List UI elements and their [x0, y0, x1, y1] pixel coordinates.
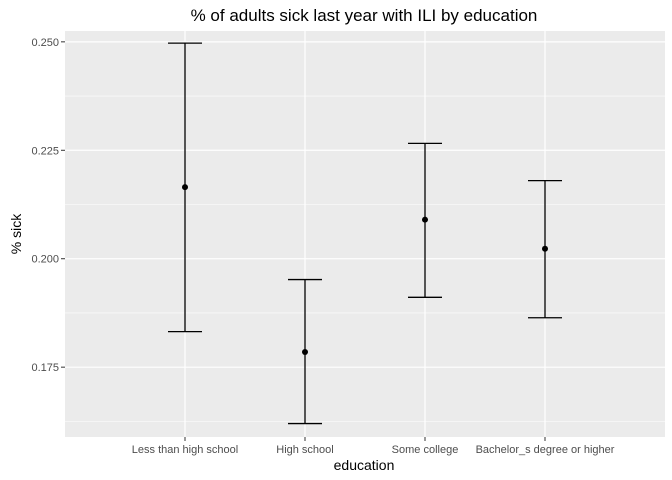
plot-panel: [65, 31, 665, 437]
chart-title: % of adults sick last year with ILI by e…: [191, 6, 538, 25]
mean-point: [182, 184, 188, 191]
y-tick-label: 0.200: [31, 254, 59, 266]
mean-point: [542, 245, 548, 252]
x-tick-label: Less than high school: [132, 444, 238, 456]
mean-point: [302, 348, 308, 355]
mean-point: [422, 216, 428, 223]
y-tick-label: 0.250: [31, 37, 59, 49]
x-axis: Less than high school High school Some col…: [132, 437, 615, 456]
x-axis-title: education: [334, 457, 395, 473]
x-tick-label: Some college: [392, 444, 459, 456]
x-tick-label: High school: [276, 444, 333, 456]
minor-gridlines: [65, 95, 665, 422]
x-tick-label: Bachelor_s degree or higher: [476, 444, 615, 456]
y-axis: 0.175 0.200 0.225 0.250: [31, 37, 65, 374]
y-axis-title: % sick: [8, 213, 24, 254]
error-bars: [168, 42, 562, 425]
y-tick-label: 0.175: [31, 362, 59, 374]
y-tick-label: 0.225: [31, 145, 59, 157]
